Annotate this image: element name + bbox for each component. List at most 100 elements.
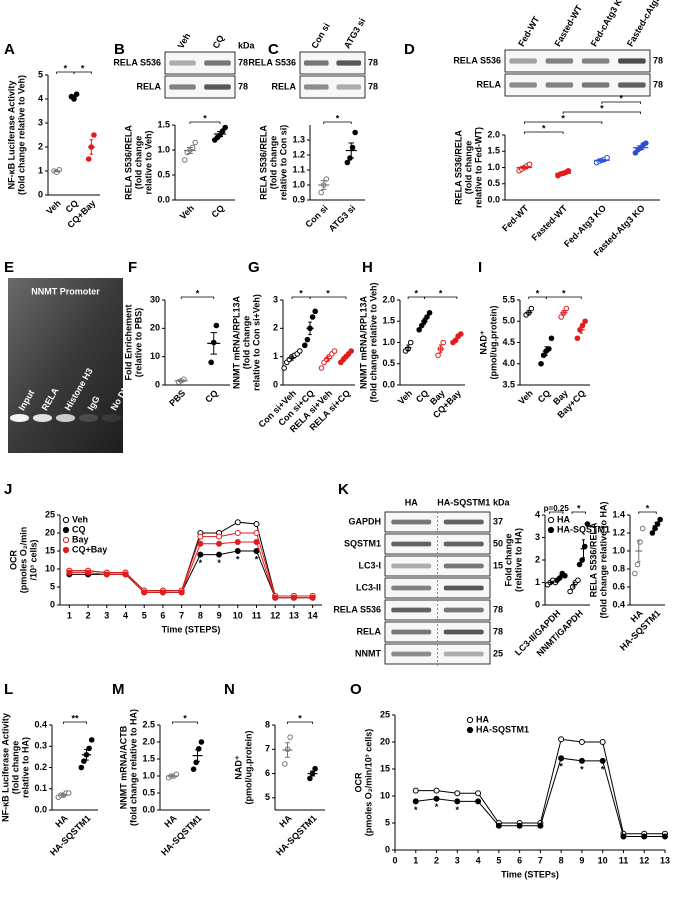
y-tick-label: 6 — [265, 768, 270, 778]
data-point — [281, 365, 288, 371]
legend-label: HA-SQSTM1 — [476, 724, 529, 734]
x-tick-label: Veh — [396, 388, 414, 406]
significance-label: * — [299, 288, 303, 298]
data-point — [103, 571, 110, 578]
blot-band — [443, 629, 484, 635]
annotation: * — [559, 762, 563, 772]
significance-label: * — [536, 288, 540, 298]
data-point — [639, 525, 646, 532]
y-tick-label: 10 — [150, 351, 160, 361]
y-tick-label: 5 — [38, 69, 43, 79]
y-tick-label: 2 — [273, 323, 278, 333]
data-point — [197, 533, 204, 540]
y-tick-label: 0.5 — [142, 787, 155, 797]
error-bar — [84, 748, 89, 761]
legend-marker — [547, 516, 555, 524]
significance-bracket — [189, 121, 221, 124]
gel-image — [8, 278, 123, 453]
data-point — [198, 739, 205, 745]
blot-band — [169, 84, 196, 90]
panel-letter: F — [128, 259, 137, 276]
y-tick-label: 2 — [535, 554, 540, 564]
error-bar — [170, 774, 175, 778]
y-tick-label: 0.2 — [34, 762, 47, 772]
data-point — [290, 594, 297, 601]
data-point — [182, 157, 188, 163]
data-point — [234, 548, 241, 554]
data-point — [454, 798, 461, 805]
data-point — [318, 365, 325, 371]
data-point — [234, 519, 241, 526]
data-point — [312, 765, 318, 772]
significance-label: * — [542, 123, 546, 133]
y-tick-label: 20 — [45, 527, 55, 537]
significance-label: * — [326, 288, 330, 298]
data-point — [287, 734, 293, 740]
panel-letter: M — [112, 681, 125, 698]
series-line — [415, 738, 665, 835]
data-point — [538, 360, 544, 367]
data-point — [213, 322, 220, 329]
y-tick-label: 4.5 — [502, 337, 515, 347]
x-tick-label: Con si — [303, 203, 330, 230]
panel-letter: I — [478, 259, 482, 276]
blot-band — [509, 82, 537, 88]
significance-label: * — [561, 113, 565, 123]
panel-letter: B — [114, 41, 125, 58]
gel-title: NNMT Promoter — [31, 286, 100, 296]
y-axis-label: relative to Con si+Veh) — [251, 294, 261, 391]
error-bar — [310, 770, 315, 777]
y-axis-label: (fold change relative to Veh) — [368, 282, 378, 402]
y-tick-label: 3 — [273, 294, 278, 304]
y-tick-label: 0.3 — [34, 741, 47, 751]
data-point — [578, 757, 585, 764]
y-axis-label: OCR — [8, 550, 18, 571]
data-point — [528, 305, 535, 312]
data-point — [426, 309, 433, 316]
data-point — [433, 787, 440, 794]
error-bar — [348, 142, 354, 159]
error-bar — [285, 742, 290, 758]
y-axis-label: (fold change relative to HA) — [128, 709, 138, 826]
significance-label: * — [298, 713, 302, 723]
x-tick-label: ATG3 si — [327, 203, 358, 234]
x-tick-label: 10 — [233, 610, 243, 620]
y-tick-label: 0.4 — [612, 599, 625, 609]
data-point — [222, 124, 228, 131]
blot-row-label: NNMT — [355, 648, 381, 658]
data-point — [78, 764, 85, 771]
significance-label: * — [81, 63, 85, 73]
y-tick-label: 0 — [155, 379, 160, 389]
data-point — [309, 594, 316, 601]
y-axis-label: relative to Fed-WT) — [473, 127, 483, 208]
blot-band — [509, 58, 537, 64]
blot-row-label: RELA S536 — [333, 604, 381, 614]
legend-marker — [466, 716, 474, 724]
x-tick-label: 4 — [476, 855, 481, 865]
blot-column-label: Fed-cAtg3 KO — [589, 0, 628, 48]
significance-bracket — [309, 296, 347, 299]
blot-frame — [299, 75, 366, 99]
x-axis-label: Time (STEPS) — [162, 624, 221, 634]
blot-row-label: GAPDH — [348, 516, 381, 526]
blot-band — [545, 58, 574, 64]
blot-band — [391, 607, 432, 613]
annotation: * — [199, 558, 203, 568]
blot-frame — [504, 73, 651, 97]
error-bar — [520, 165, 529, 170]
x-tick-label: 11 — [619, 855, 629, 865]
y-tick-label: 2.5 — [142, 719, 155, 729]
y-tick-label: 0.5 — [382, 358, 395, 368]
data-point — [440, 339, 447, 346]
annotation: * — [236, 554, 240, 564]
y-axis-label: Fold Enrichement — [123, 304, 133, 380]
significance-label: * — [64, 63, 68, 73]
legend-label: Bay — [72, 534, 89, 544]
y-axis-label: NAD⁺ — [478, 330, 488, 354]
data-point — [578, 739, 585, 745]
annotation: * — [255, 554, 259, 564]
data-point — [192, 139, 198, 146]
blot-band — [545, 82, 574, 88]
y-tick-label: 8 — [265, 719, 270, 729]
